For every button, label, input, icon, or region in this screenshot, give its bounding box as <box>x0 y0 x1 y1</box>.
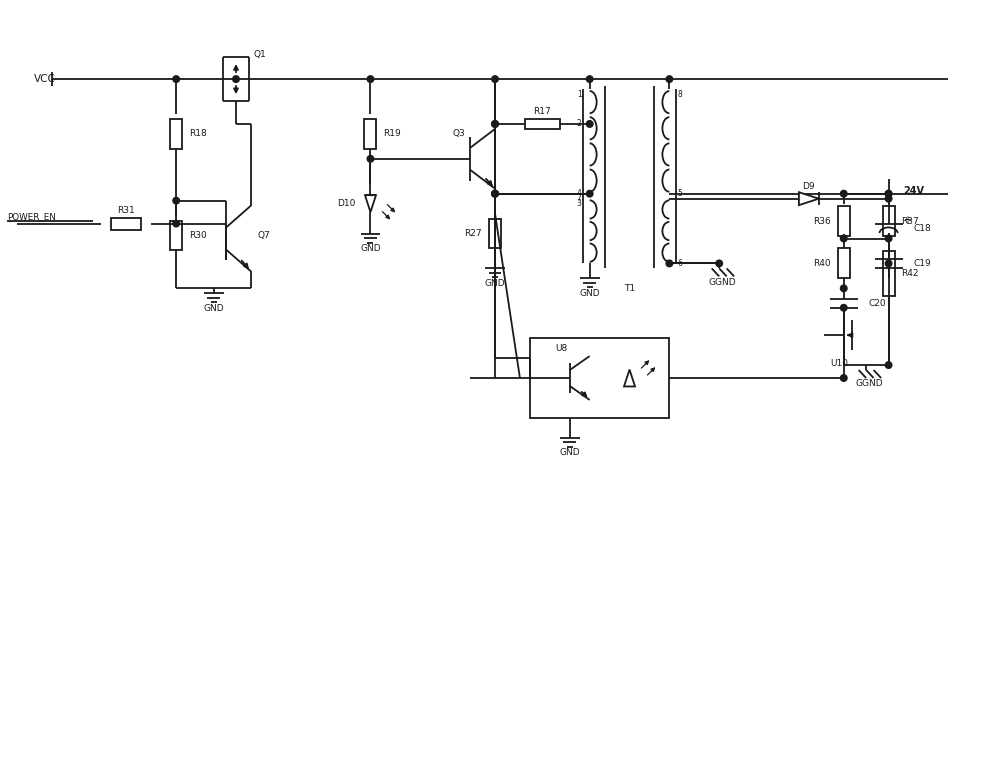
Circle shape <box>885 235 892 242</box>
Text: 1: 1 <box>577 89 582 99</box>
Bar <box>111 218 141 230</box>
Polygon shape <box>624 370 635 387</box>
Circle shape <box>885 362 892 368</box>
Circle shape <box>586 190 593 197</box>
Text: C19: C19 <box>913 259 931 268</box>
Polygon shape <box>799 193 819 205</box>
Text: C18: C18 <box>913 224 931 233</box>
Circle shape <box>492 76 498 83</box>
Circle shape <box>233 76 239 83</box>
Text: R17: R17 <box>533 108 551 117</box>
Text: R40: R40 <box>813 259 831 268</box>
Circle shape <box>885 190 892 197</box>
Text: GND: GND <box>360 244 381 253</box>
Circle shape <box>586 121 593 127</box>
Text: D9: D9 <box>803 182 815 191</box>
Circle shape <box>840 285 847 292</box>
Text: Q7: Q7 <box>258 231 271 240</box>
Text: 4: 4 <box>577 190 582 198</box>
Circle shape <box>885 260 892 267</box>
Text: GND: GND <box>579 289 600 298</box>
Circle shape <box>840 305 847 311</box>
Circle shape <box>840 190 847 197</box>
Text: C20: C20 <box>869 299 886 308</box>
Text: Q1: Q1 <box>254 50 267 58</box>
Text: D10: D10 <box>337 199 356 208</box>
Circle shape <box>666 260 673 267</box>
Text: 24V: 24V <box>904 186 925 196</box>
Bar <box>170 119 182 149</box>
Bar <box>530 338 669 418</box>
Circle shape <box>840 235 847 242</box>
Circle shape <box>666 76 673 83</box>
Bar <box>883 251 895 296</box>
Bar <box>838 206 850 236</box>
Text: GND: GND <box>485 279 505 288</box>
Circle shape <box>367 155 374 162</box>
Circle shape <box>716 260 722 267</box>
Circle shape <box>492 121 498 127</box>
Circle shape <box>840 374 847 381</box>
Bar <box>489 218 501 249</box>
Circle shape <box>367 76 374 83</box>
Text: R18: R18 <box>189 130 207 139</box>
Text: GGND: GGND <box>855 380 883 389</box>
Bar <box>170 221 182 250</box>
Text: 7: 7 <box>577 194 582 203</box>
Text: R36: R36 <box>813 217 831 226</box>
Circle shape <box>173 221 179 227</box>
Text: VCC: VCC <box>34 74 56 84</box>
Text: 2: 2 <box>577 120 582 128</box>
Bar <box>883 206 895 236</box>
Circle shape <box>885 196 892 202</box>
Text: Q3: Q3 <box>452 130 465 139</box>
Text: GGND: GGND <box>708 278 736 287</box>
Text: +: + <box>904 215 912 225</box>
Text: U8: U8 <box>555 343 567 352</box>
Text: GND: GND <box>559 448 580 457</box>
Text: R30: R30 <box>189 231 207 240</box>
Text: R31: R31 <box>117 206 135 215</box>
Bar <box>364 119 376 149</box>
Text: R37: R37 <box>902 217 919 226</box>
Circle shape <box>492 190 498 197</box>
Text: R27: R27 <box>464 229 482 238</box>
Circle shape <box>173 76 179 83</box>
Circle shape <box>586 76 593 83</box>
Circle shape <box>492 121 498 127</box>
Text: POWER_EN: POWER_EN <box>7 212 56 221</box>
Bar <box>838 249 850 278</box>
Polygon shape <box>365 195 376 212</box>
Circle shape <box>492 190 498 197</box>
Text: 8: 8 <box>677 89 682 99</box>
Circle shape <box>173 197 179 204</box>
Bar <box>525 119 560 129</box>
Text: GND: GND <box>203 304 224 313</box>
Text: R19: R19 <box>383 130 401 139</box>
Text: 3: 3 <box>577 199 582 208</box>
Text: 6: 6 <box>677 259 682 268</box>
Text: R42: R42 <box>902 269 919 278</box>
Circle shape <box>492 190 498 197</box>
Text: 5: 5 <box>677 190 682 198</box>
Text: T1: T1 <box>624 283 635 293</box>
Text: U10: U10 <box>830 359 848 368</box>
Circle shape <box>885 190 892 197</box>
